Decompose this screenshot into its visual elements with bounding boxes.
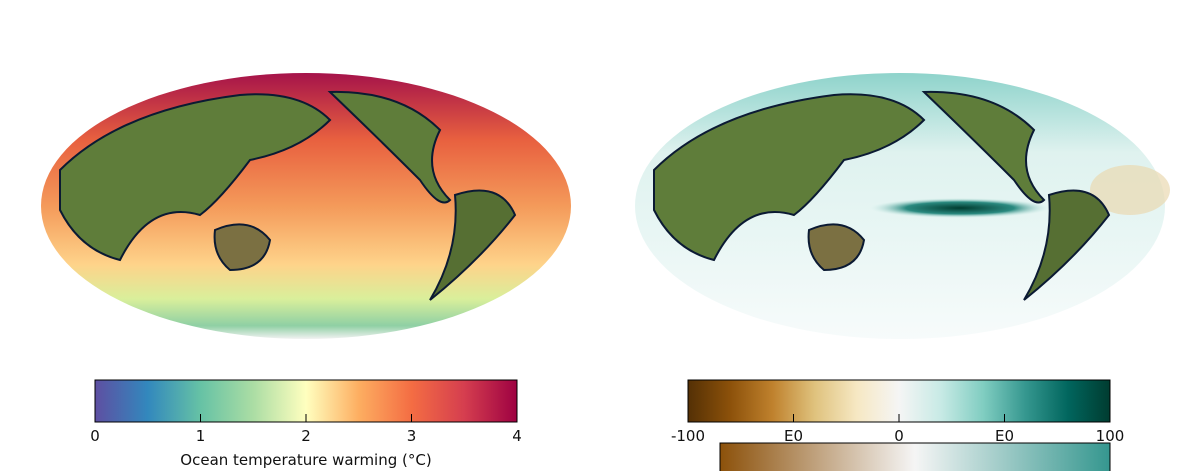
map-left bbox=[41, 73, 571, 339]
tick-label: 1 bbox=[196, 427, 206, 445]
tick-label: E0 bbox=[784, 427, 803, 445]
map-right bbox=[635, 73, 1170, 339]
colorbar-partial bbox=[719, 442, 1111, 475]
tick-label: 3 bbox=[407, 427, 417, 445]
tick-label: 100 bbox=[1096, 427, 1125, 445]
tick-label: E0 bbox=[995, 427, 1014, 445]
colorbar-label: Ocean temperature warming (°C) bbox=[180, 451, 431, 469]
tick-label: 0 bbox=[894, 427, 904, 445]
tick-label: 4 bbox=[512, 427, 522, 445]
tick-label: 0 bbox=[90, 427, 100, 445]
tick-label: -100 bbox=[671, 427, 705, 445]
tick-label: 2 bbox=[301, 427, 311, 445]
